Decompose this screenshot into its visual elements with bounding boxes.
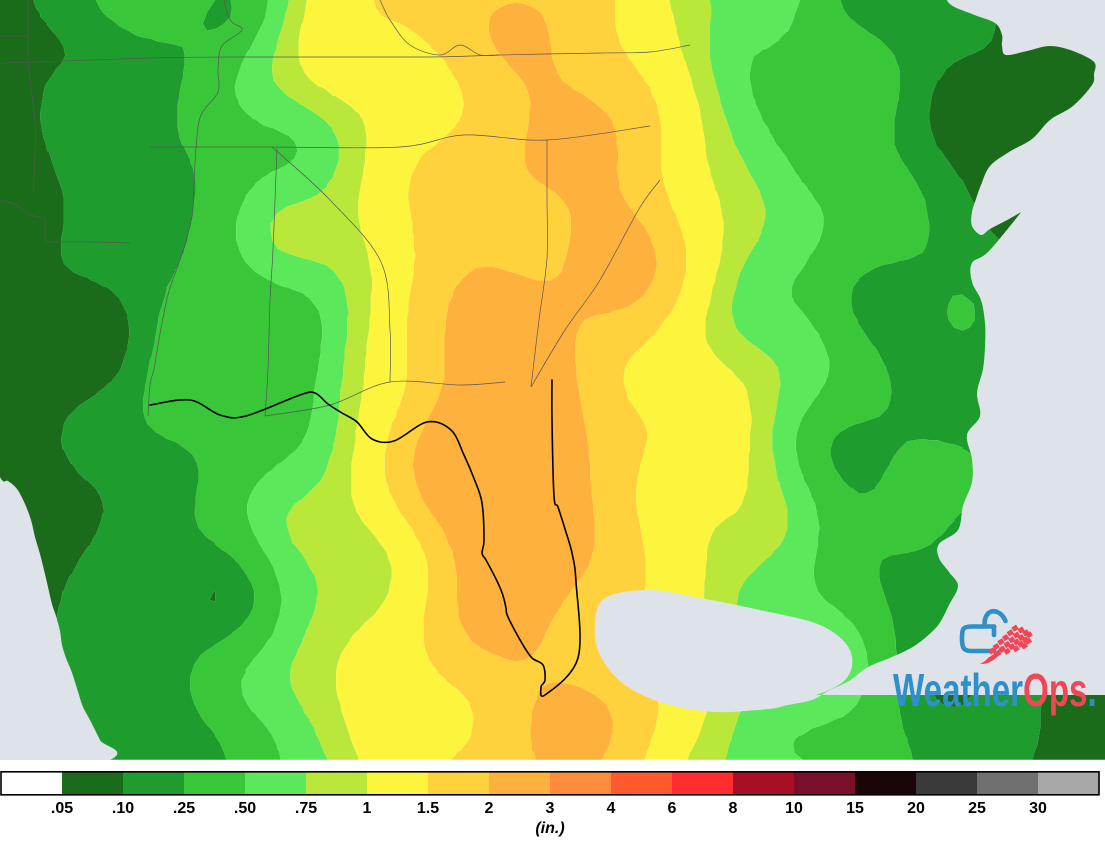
svg-text:20: 20 [907,800,925,817]
svg-text:8: 8 [729,800,738,817]
svg-text:15: 15 [846,800,864,817]
svg-text:4: 4 [607,800,616,817]
svg-text:(in.): (in.) [535,820,564,837]
svg-text:10: 10 [785,800,803,817]
svg-text:30: 30 [1029,800,1047,817]
svg-text:1: 1 [363,800,372,817]
svg-text:.10: .10 [112,800,134,817]
svg-text:.05: .05 [51,800,73,817]
svg-text:.50: .50 [234,800,256,817]
svg-text:25: 25 [968,800,986,817]
svg-text:WeatherOps.: WeatherOps. [893,666,1097,716]
svg-text:.75: .75 [295,800,317,817]
svg-text:6: 6 [668,800,677,817]
svg-text:2: 2 [485,800,494,817]
svg-text:3: 3 [546,800,555,817]
svg-text:.25: .25 [173,800,195,817]
svg-text:1.5: 1.5 [417,800,439,817]
